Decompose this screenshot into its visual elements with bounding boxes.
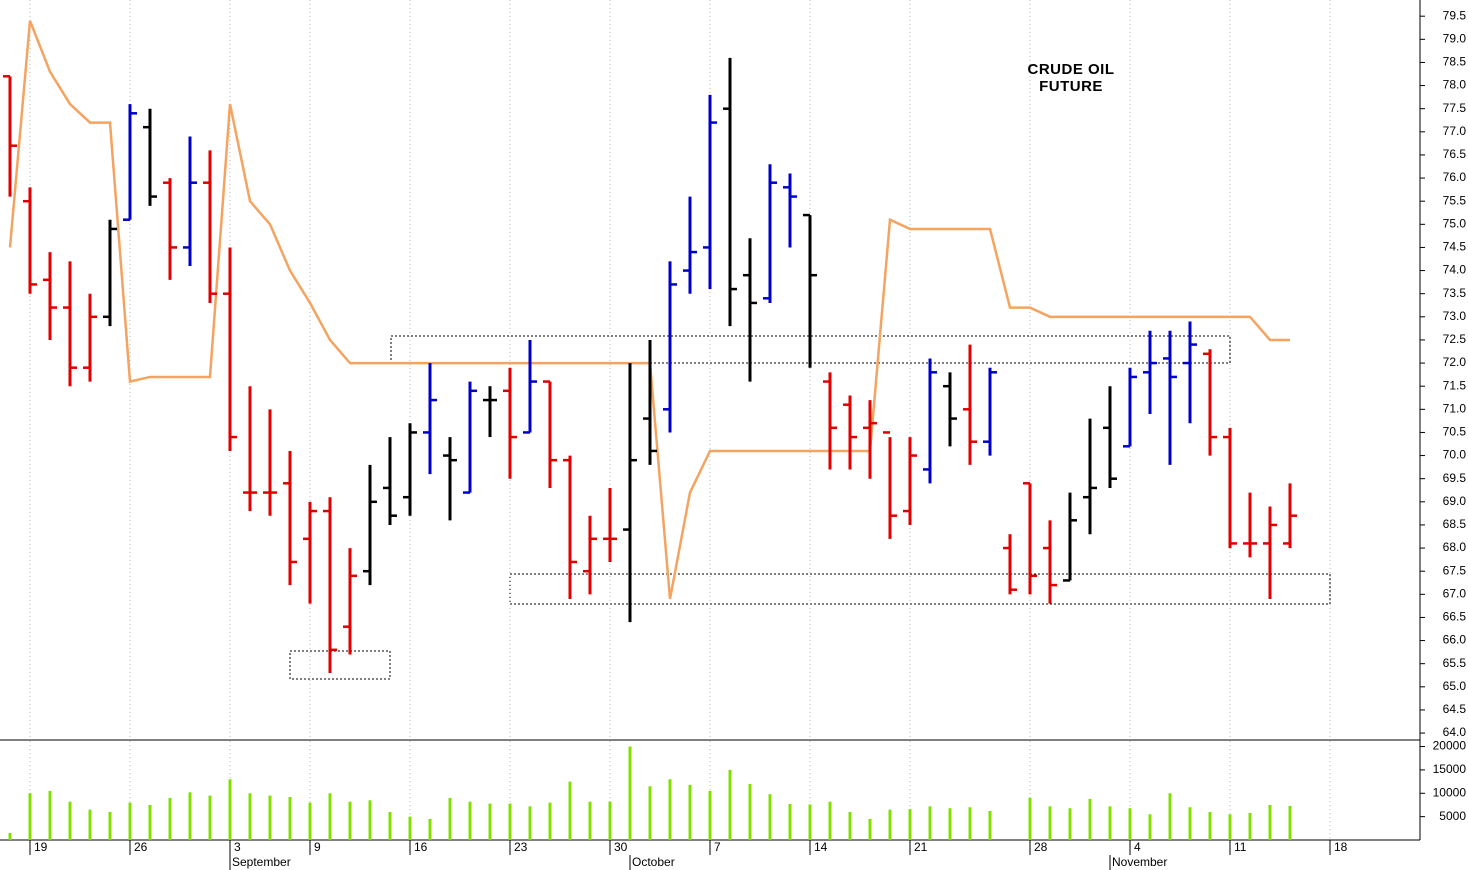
- zone-box: [509, 573, 1331, 605]
- x-tick-label: 14: [814, 840, 828, 854]
- y-tick-label: 79.0: [1443, 31, 1467, 45]
- x-tick-label: 4: [1134, 840, 1141, 854]
- y-tick-label: 68.5: [1443, 517, 1467, 531]
- y-tick-label: 76.0: [1443, 170, 1467, 184]
- y-tick-label: 66.5: [1443, 610, 1467, 624]
- y-tick-label: 71.5: [1443, 378, 1467, 392]
- y-tick-label: 5000: [1439, 809, 1466, 823]
- y-tick-label: 79.5: [1443, 8, 1467, 22]
- y-tick-label: 20000: [1433, 739, 1467, 753]
- y-tick-label: 70.5: [1443, 425, 1467, 439]
- y-tick-label: 10000: [1433, 785, 1467, 799]
- y-tick-label: 75.0: [1443, 216, 1467, 230]
- x-tick-label: 19: [34, 840, 48, 854]
- y-tick-label: 66.0: [1443, 633, 1467, 647]
- y-tick-label: 75.5: [1443, 193, 1467, 207]
- y-tick-label: 74.0: [1443, 263, 1467, 277]
- x-tick-label: 18: [1334, 840, 1348, 854]
- y-tick-label: 15000: [1433, 762, 1467, 776]
- month-label: September: [232, 855, 291, 869]
- y-tick-label: 67.5: [1443, 563, 1467, 577]
- chart-title: CRUDE OIL FUTURE: [1027, 61, 1115, 95]
- y-tick-label: 64.5: [1443, 702, 1467, 716]
- x-tick-label: 30: [614, 840, 628, 854]
- y-tick-label: 78.5: [1443, 55, 1467, 69]
- x-tick-label: 26: [134, 840, 148, 854]
- y-tick-label: 78.0: [1443, 78, 1467, 92]
- month-label: October: [632, 855, 675, 869]
- month-label: November: [1112, 855, 1167, 869]
- y-tick-label: 73.0: [1443, 309, 1467, 323]
- y-tick-label: 65.5: [1443, 656, 1467, 670]
- y-tick-label: 74.5: [1443, 240, 1467, 254]
- x-tick-label: 21: [914, 840, 928, 854]
- x-tick-label: 7: [714, 840, 721, 854]
- y-tick-label: 65.0: [1443, 679, 1467, 693]
- x-tick-label: 28: [1034, 840, 1048, 854]
- y-tick-label: 77.5: [1443, 101, 1467, 115]
- x-tick-label: 23: [514, 840, 528, 854]
- x-tick-label: 9: [314, 840, 321, 854]
- y-tick-label: 64.0: [1443, 725, 1467, 739]
- y-tick-label: 71.0: [1443, 401, 1467, 415]
- x-tick-label: 3: [234, 840, 241, 854]
- x-tick-label: 11: [1234, 840, 1247, 854]
- y-tick-label: 73.5: [1443, 286, 1467, 300]
- x-tick-label: 16: [414, 840, 428, 854]
- y-tick-label: 72.0: [1443, 355, 1467, 369]
- y-tick-label: 70.0: [1443, 448, 1467, 462]
- overlay-line: [8, 20, 1290, 600]
- y-tick-label: 69.0: [1443, 494, 1467, 508]
- y-tick-label: 69.5: [1443, 471, 1467, 485]
- zone-box: [289, 650, 391, 680]
- y-tick-label: 72.5: [1443, 332, 1467, 346]
- y-tick-label: 68.0: [1443, 540, 1467, 554]
- y-tick-label: 76.5: [1443, 147, 1467, 161]
- y-tick-label: 67.0: [1443, 586, 1467, 600]
- y-tick-label: 77.0: [1443, 124, 1467, 138]
